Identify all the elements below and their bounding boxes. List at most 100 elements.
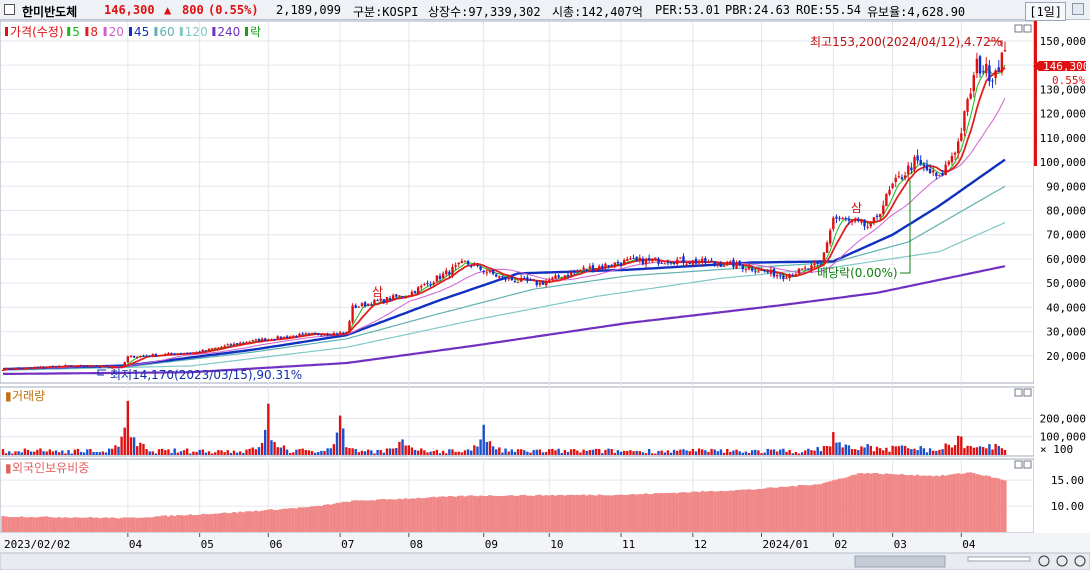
- foreign-ratio-bar: [379, 499, 383, 532]
- last-price-label: 146,300: [1043, 60, 1089, 73]
- volume-bar: [782, 448, 785, 455]
- volume-bar: [357, 452, 361, 455]
- candle-body: [747, 267, 751, 270]
- volume-bar: [660, 450, 663, 455]
- candle-body: [579, 269, 582, 272]
- candle-body: [551, 277, 554, 280]
- volume-bar: [1003, 449, 1007, 455]
- volume-bar: [835, 442, 838, 455]
- volume-bar: [148, 451, 151, 455]
- foreign-ratio-bar: [188, 514, 192, 532]
- foreign-ratio-bar: [282, 508, 286, 532]
- foreign-ratio-bar: [126, 517, 130, 532]
- candle-body: [779, 275, 782, 277]
- foreign-ratio-bar: [950, 474, 954, 532]
- candle-body: [64, 365, 67, 367]
- candle-body: [903, 175, 907, 179]
- volume-bar: [900, 445, 904, 455]
- volume-bar: [45, 451, 48, 455]
- volume-bar: [485, 441, 489, 455]
- volume-bar: [348, 448, 351, 455]
- maximize-icon[interactable]: [1023, 24, 1032, 33]
- candle-body: [498, 276, 501, 278]
- volume-bar: [204, 452, 208, 455]
- low-arrow-icon: [97, 369, 106, 376]
- volume-bar: [494, 449, 498, 455]
- ma120-line: [2, 222, 1006, 371]
- volume-bar: [576, 450, 579, 455]
- scroll-thumb[interactable]: [854, 555, 946, 568]
- foreign-ratio-bar: [772, 487, 776, 532]
- x-tick-label: 08: [410, 538, 423, 551]
- candle-body: [223, 345, 226, 347]
- candle-body: [635, 257, 638, 260]
- candle-body: [591, 265, 595, 271]
- volume-bar: [991, 449, 994, 455]
- minimize-icon[interactable]: [1014, 24, 1023, 33]
- candle-body: [610, 264, 613, 267]
- volume-bar: [685, 450, 688, 455]
- foreign-ratio-bar: [85, 517, 89, 532]
- foreign-ratio-bar: [915, 474, 920, 532]
- foreign-ratio-bar: [535, 494, 539, 532]
- foreign-ratio-bar: [329, 504, 333, 532]
- zoom-in-icon[interactable]: [1056, 555, 1068, 567]
- foreign-ratio-bar: [978, 474, 982, 532]
- volume-bar: [797, 453, 801, 455]
- zoom-slider[interactable]: [967, 556, 1031, 562]
- foreign-ratio-bar: [450, 496, 455, 532]
- foreign-ratio-bar: [32, 517, 36, 532]
- checkbox[interactable]: [4, 4, 15, 15]
- volume-bar: [760, 453, 763, 455]
- candle-body: [457, 262, 460, 265]
- foreign-ratio-bar: [407, 498, 411, 532]
- minimize-icon[interactable]: [1014, 460, 1023, 469]
- zoom-out-icon[interactable]: [1038, 555, 1050, 567]
- candles: [1, 41, 1007, 371]
- candle-body: [45, 367, 48, 369]
- volume-bar: [944, 443, 947, 455]
- candle-body: [513, 280, 517, 282]
- volume-bar: [719, 449, 723, 455]
- foreign-ratio-bar: [872, 472, 876, 532]
- candle-body: [248, 341, 251, 343]
- volume-bar: [254, 449, 258, 455]
- maximize-icon[interactable]: [1023, 460, 1032, 469]
- foreign-ratio-bar: [394, 499, 398, 532]
- foreign-ratio-bar: [229, 513, 233, 532]
- volume-bar: [791, 453, 794, 455]
- volume-bar: [342, 428, 345, 455]
- candle-body: [185, 352, 189, 354]
- volume-bar: [713, 449, 716, 455]
- candle-body: [76, 365, 80, 367]
- foreign-ratio-bar: [625, 494, 629, 532]
- volume-bar: [423, 450, 426, 455]
- minimize-icon[interactable]: [1014, 388, 1023, 397]
- volume-bar: [242, 452, 245, 455]
- volume-bar: [654, 453, 657, 455]
- x-tick-label: 02: [834, 538, 847, 551]
- volume-bar: [491, 446, 495, 455]
- maximize-icon[interactable]: [1023, 388, 1032, 397]
- candle-body: [582, 267, 585, 270]
- x-tick-label: 10: [550, 538, 563, 551]
- candle-body: [432, 282, 435, 285]
- volume-bar: [67, 450, 70, 455]
- foreign-ratio-bar: [160, 515, 164, 532]
- foreign-ratio-bar: [416, 497, 420, 532]
- x-axis-area: [0, 533, 1090, 553]
- period-selector[interactable]: [1일]: [1025, 2, 1066, 21]
- scroll-bar[interactable]: [0, 552, 1090, 570]
- pin-icon[interactable]: [1072, 3, 1084, 15]
- volume-bar: [813, 450, 816, 455]
- foreign-ratio-bar: [466, 495, 470, 532]
- volume-bar: [479, 439, 482, 455]
- volume-bar: [42, 451, 45, 455]
- foreign-ratio-bar: [766, 487, 770, 532]
- volume-bar: [838, 442, 841, 455]
- zoom-reset-icon[interactable]: [1074, 555, 1086, 567]
- foreign-ratio-bar: [332, 503, 336, 532]
- candle-body: [86, 366, 89, 368]
- volume-bar: [560, 452, 563, 455]
- volume-bar: [395, 447, 398, 455]
